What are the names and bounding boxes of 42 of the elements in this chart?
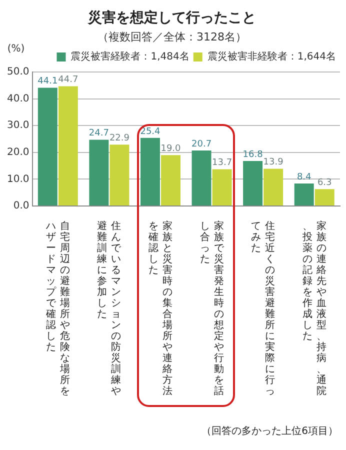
legend-label: 震災被害経験者：1,484名 <box>70 50 190 63</box>
data-label: 44.7 <box>58 75 78 86</box>
bar <box>243 160 263 206</box>
y-tick-label: 10.0 <box>7 174 30 185</box>
data-label: 13.7 <box>212 158 232 168</box>
bar <box>314 189 334 206</box>
category-label: 家族の連絡先や血液型、持病、通院、投薬の記録を作成した <box>302 221 326 397</box>
data-label: 24.7 <box>88 128 109 139</box>
data-label: 8.4 <box>296 172 312 182</box>
bar <box>161 155 180 206</box>
data-label: 13.9 <box>263 158 284 168</box>
bar <box>89 140 109 206</box>
legend-label: 震災被害非経験者：1,644名 <box>207 50 336 63</box>
bar <box>58 86 78 206</box>
y-tick-label: 50.0 <box>7 66 30 78</box>
y-tick-label: 30.0 <box>7 120 30 132</box>
bar <box>294 183 314 206</box>
bar <box>38 88 58 206</box>
category-label: 自宅周辺の避難場所や危険な場所をハザードマップで確認した <box>46 221 70 397</box>
data-label: 19.0 <box>160 144 182 154</box>
data-label: 16.8 <box>242 150 264 160</box>
data-label: 22.9 <box>109 133 130 144</box>
category-label: 家族で災害発生時の想定や行動を話し合った <box>200 221 224 397</box>
y-axis-title: (%) <box>7 44 25 55</box>
data-label: 44.1 <box>38 76 58 87</box>
category-label: 家族と災害時の集合場所や連絡方法を確認した <box>148 221 172 397</box>
bar <box>192 150 212 206</box>
category-label: 住んでいるマンションの防災訓練や避難訓練に参加した <box>97 221 122 397</box>
text: （回答の多かった上位6項目） <box>202 424 338 438</box>
y-tick-label: 0.0 <box>13 200 30 212</box>
data-label: 6.3 <box>317 178 332 188</box>
bar <box>212 169 232 206</box>
data-label: 25.4 <box>140 126 161 137</box>
chart-title: 災害を想定して行ったこと <box>87 9 256 26</box>
bar <box>110 144 130 206</box>
chart-subtitle: （複数回答／全体：3128名） <box>98 30 246 44</box>
y-tick-label: 20.0 <box>7 146 30 158</box>
bar <box>264 168 284 206</box>
bar <box>140 138 160 206</box>
category-label: 住宅近くの災害避難所に実際に行ってみた <box>251 221 276 397</box>
y-tick-label: 40.0 <box>7 93 30 104</box>
data-label: 20.7 <box>191 139 212 150</box>
